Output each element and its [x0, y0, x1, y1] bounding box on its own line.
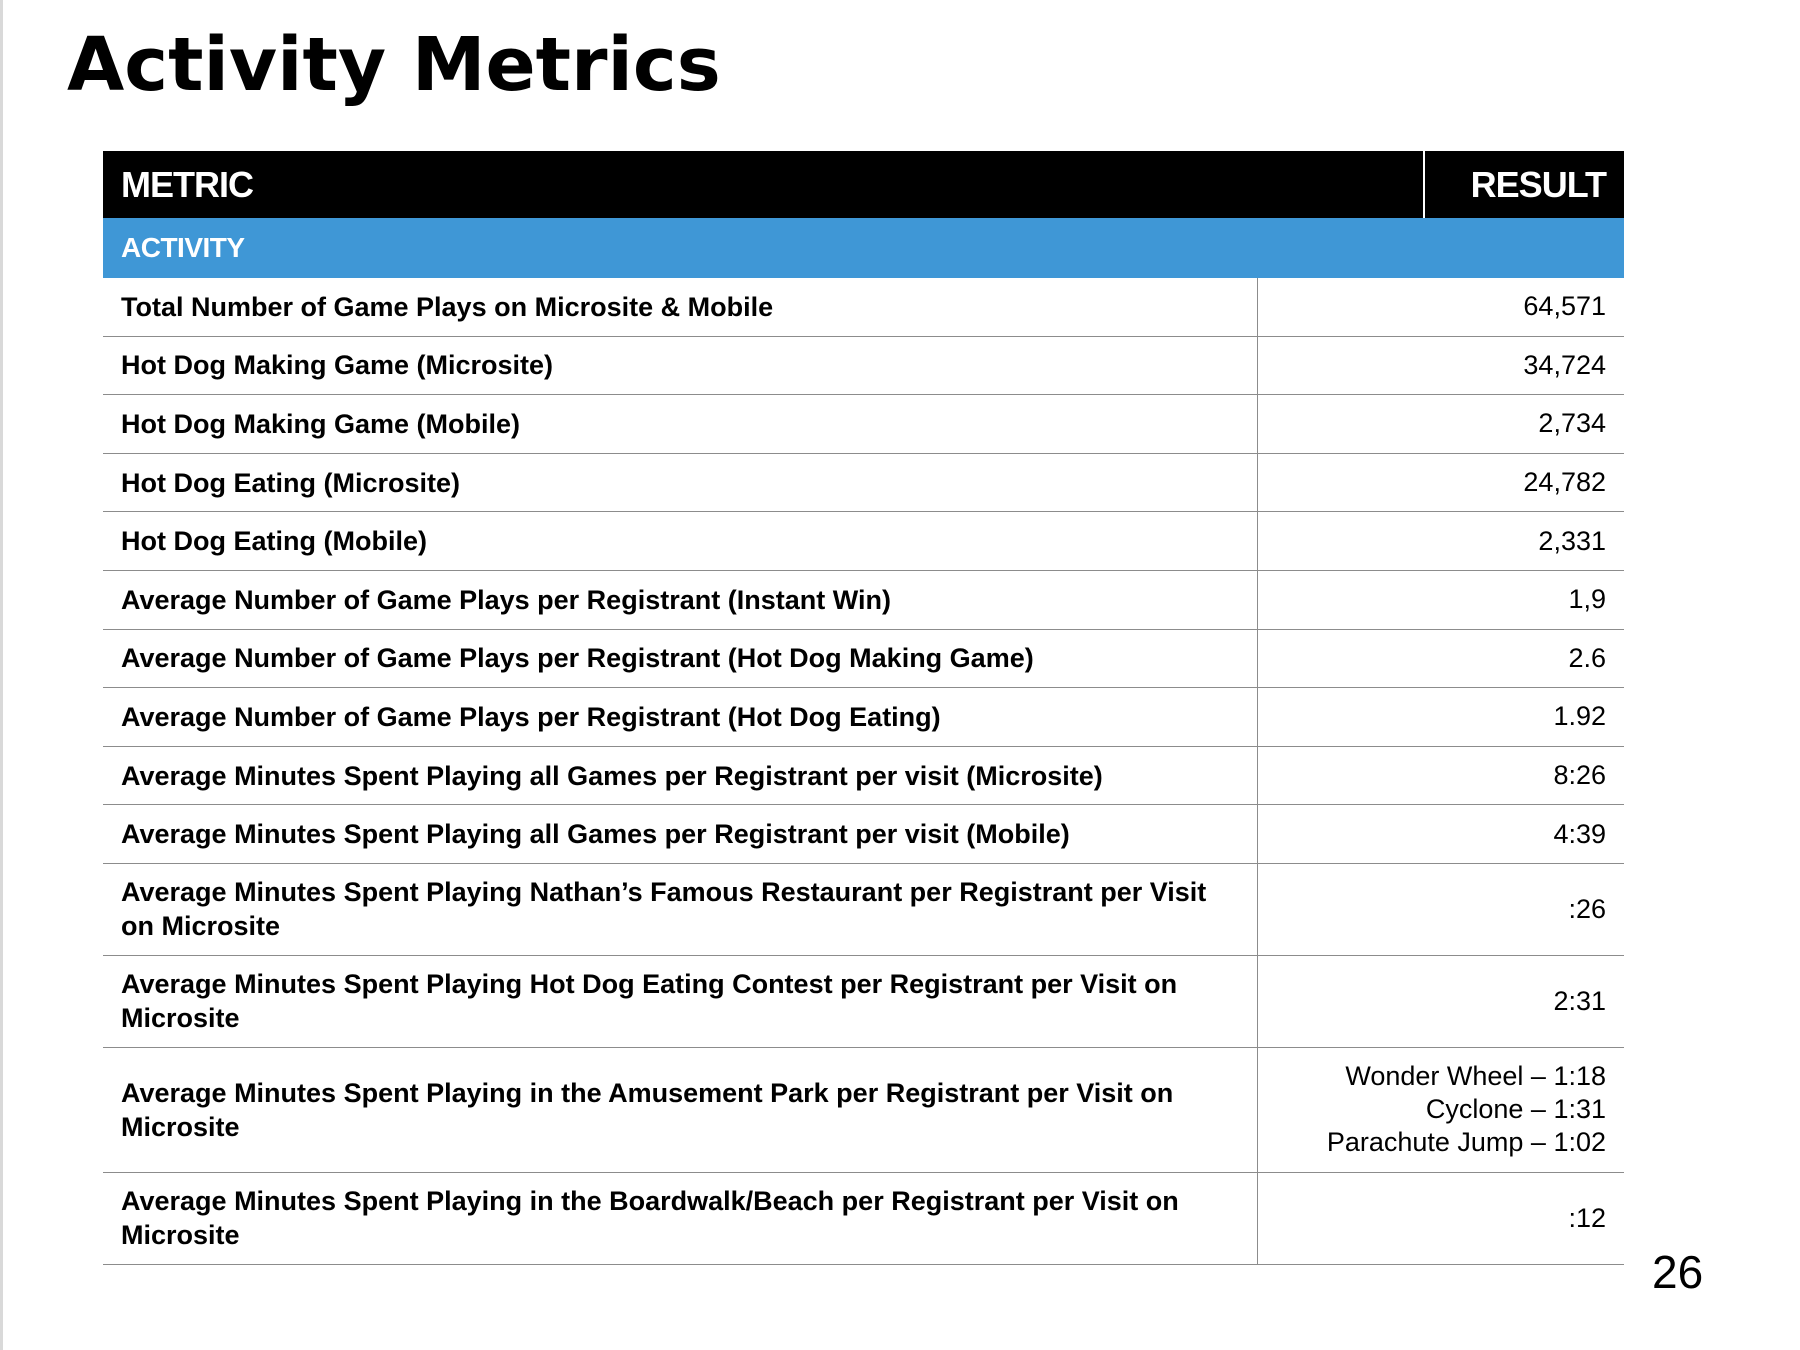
- metric-cell: Average Minutes Spent Playing in the Boa…: [103, 1172, 1258, 1264]
- metric-cell: Hot Dog Eating (Mobile): [103, 512, 1258, 570]
- table-row: Hot Dog Eating (Mobile) 2,331: [103, 512, 1624, 571]
- table-row: Hot Dog Eating (Microsite) 24,782: [103, 453, 1624, 513]
- page-title: Activity Metrics: [67, 22, 721, 108]
- metric-cell: Average Number of Game Plays per Registr…: [103, 688, 1258, 746]
- result-cell: 2:31: [1553, 985, 1606, 1016]
- table-row: Hot Dog Making Game (Mobile) 2,734: [103, 395, 1624, 454]
- page-left-edge: [0, 0, 3, 1350]
- result-cell: 2,331: [1538, 525, 1606, 556]
- metric-cell: Hot Dog Making Game (Mobile): [103, 395, 1258, 453]
- result-cell: :26: [1568, 893, 1606, 924]
- result-cell: 4:39: [1553, 818, 1606, 849]
- ride-time-wonder-wheel: Wonder Wheel – 1:18: [1345, 1061, 1606, 1092]
- metric-cell: Average Minutes Spent Playing Nathan’s F…: [103, 863, 1258, 955]
- metric-cell: Average Minutes Spent Playing all Games …: [103, 805, 1258, 863]
- metric-cell: Hot Dog Making Game (Microsite): [103, 336, 1258, 395]
- section-activity: ACTIVITY: [103, 218, 1624, 278]
- metric-cell: Hot Dog Eating (Microsite): [103, 453, 1258, 512]
- activity-metrics-table: METRIC RESULT ACTIVITY Total Number of G…: [103, 151, 1624, 1265]
- table-row: Average Number of Game Plays per Registr…: [103, 629, 1624, 689]
- ride-times-list: Wonder Wheel – 1:18 Cyclone – 1:31 Parac…: [1327, 1060, 1606, 1159]
- result-cell: 64,571: [1523, 291, 1606, 322]
- metric-cell: Average Minutes Spent Playing all Games …: [103, 746, 1258, 805]
- table-row: Average Minutes Spent Playing in the Boa…: [103, 1172, 1624, 1265]
- result-cell: 8:26: [1553, 760, 1606, 791]
- table-row: Average Minutes Spent Playing all Games …: [103, 746, 1624, 806]
- result-cell: 34,724: [1523, 349, 1606, 380]
- metric-column-header: METRIC: [103, 151, 1425, 218]
- result-cell: 1,9: [1568, 584, 1606, 615]
- result-cell: 1.92: [1553, 701, 1606, 732]
- page-number: 26: [1652, 1246, 1704, 1298]
- result-cell: :12: [1568, 1202, 1606, 1233]
- result-cell: 24,782: [1523, 467, 1606, 498]
- metric-cell: Average Number of Game Plays per Registr…: [103, 570, 1258, 629]
- result-cell: 2.6: [1568, 642, 1606, 673]
- table-row: Hot Dog Making Game (Microsite) 34,724: [103, 336, 1624, 396]
- table-header: METRIC RESULT: [103, 151, 1624, 218]
- table-row: Average Minutes Spent Playing Hot Dog Ea…: [103, 955, 1624, 1048]
- metric-cell: Average Minutes Spent Playing Hot Dog Ea…: [103, 955, 1258, 1047]
- result-cell: Wonder Wheel – 1:18 Cyclone – 1:31 Parac…: [1258, 1048, 1624, 1172]
- ride-time-cyclone: Cyclone – 1:31: [1425, 1094, 1606, 1125]
- table-row: Average Minutes Spent Playing all Games …: [103, 805, 1624, 864]
- metric-cell: Total Number of Game Plays on Microsite …: [103, 278, 1258, 336]
- table-row: Average Minutes Spent Playing Nathan’s F…: [103, 863, 1624, 956]
- metric-cell: Average Minutes Spent Playing in the Amu…: [103, 1047, 1258, 1172]
- result-column-header: RESULT: [1470, 163, 1607, 205]
- table-row: Average Number of Game Plays per Registr…: [103, 688, 1624, 747]
- metric-cell: Average Number of Game Plays per Registr…: [103, 629, 1258, 688]
- table-row: Total Number of Game Plays on Microsite …: [103, 278, 1624, 337]
- result-cell: 2,734: [1538, 408, 1606, 439]
- table-row: Average Minutes Spent Playing in the Amu…: [103, 1047, 1624, 1173]
- ride-time-parachute-jump: Parachute Jump – 1:02: [1326, 1127, 1606, 1158]
- table-row: Average Number of Game Plays per Registr…: [103, 570, 1624, 630]
